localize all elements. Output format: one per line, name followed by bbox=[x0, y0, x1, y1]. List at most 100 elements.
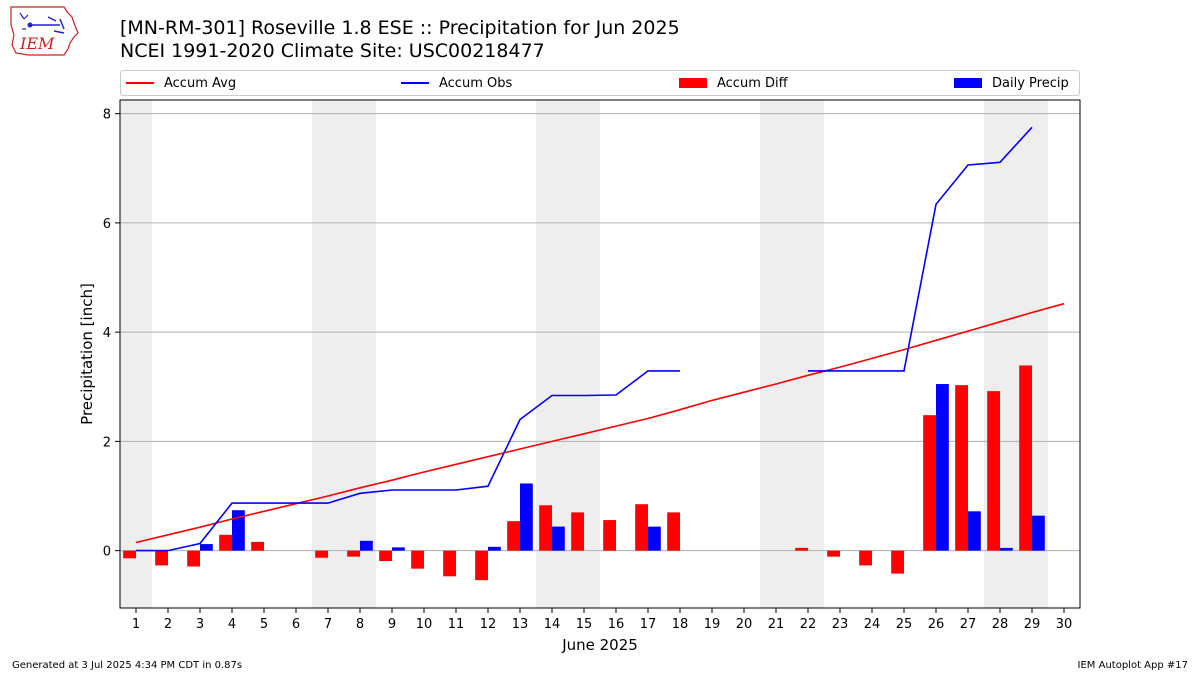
daily-precip-bar bbox=[552, 526, 565, 551]
accum-diff-bar bbox=[795, 547, 808, 551]
accum-avg-line bbox=[135, 302, 1065, 544]
accum-diff-bar bbox=[635, 504, 648, 551]
y-tick-label: 6 bbox=[103, 217, 111, 232]
accum-diff-bar bbox=[923, 415, 936, 551]
daily-precip-bar bbox=[1032, 515, 1045, 551]
accum-diff-bar bbox=[155, 550, 168, 566]
daily-precip-bar bbox=[968, 511, 981, 551]
x-tick-label: 15 bbox=[576, 617, 593, 632]
accum-diff-bar bbox=[507, 521, 520, 551]
legend-swatch bbox=[679, 78, 707, 88]
x-tick-label: 6 bbox=[292, 617, 300, 632]
accum-diff-bar bbox=[251, 541, 264, 551]
x-tick-label: 17 bbox=[640, 617, 657, 632]
weekend-band bbox=[120, 100, 152, 608]
y-tick-label: 4 bbox=[103, 326, 111, 341]
x-axis-label: June 2025 bbox=[561, 636, 638, 654]
legend-label: Accum Diff bbox=[717, 75, 788, 91]
accum-diff-bar bbox=[1019, 365, 1032, 551]
x-tick-label: 22 bbox=[800, 617, 817, 632]
accum-diff-bar bbox=[123, 550, 136, 559]
accum-diff-bar bbox=[571, 512, 584, 551]
accum-diff-bar bbox=[859, 550, 872, 566]
x-tick-label: 7 bbox=[324, 617, 332, 632]
daily-precip-bar bbox=[232, 510, 245, 551]
chart-subtitle: NCEI 1991-2020 Climate Site: USC00218477 bbox=[120, 40, 545, 62]
x-tick-label: 13 bbox=[512, 617, 529, 632]
x-tick-label: 8 bbox=[356, 617, 364, 632]
x-tick-label: 18 bbox=[672, 617, 689, 632]
accum-diff-bar bbox=[443, 550, 456, 577]
daily-precip-bar bbox=[520, 483, 533, 551]
accum-diff-bar bbox=[315, 550, 328, 558]
x-tick-label: 27 bbox=[960, 617, 977, 632]
daily-precip-bar bbox=[360, 540, 373, 551]
x-tick-label: 5 bbox=[260, 617, 268, 632]
x-tick-label: 25 bbox=[896, 617, 913, 632]
accum-diff-bar bbox=[379, 550, 392, 562]
x-tick-label: 14 bbox=[544, 617, 561, 632]
legend-item-daily-precip: Daily Precip bbox=[954, 71, 1069, 95]
accum-diff-bar bbox=[219, 534, 232, 551]
y-tick-label: 8 bbox=[103, 108, 111, 123]
accum-diff-bar bbox=[539, 505, 552, 551]
x-tick-label: 24 bbox=[864, 617, 881, 632]
x-tick-label: 26 bbox=[928, 617, 945, 632]
legend-swatch bbox=[126, 82, 154, 84]
legend-label: Accum Obs bbox=[439, 75, 513, 91]
chart-title: [MN-RM-301] Roseville 1.8 ESE :: Precipi… bbox=[120, 17, 680, 39]
legend-swatch bbox=[401, 82, 429, 84]
x-tick-label: 29 bbox=[1024, 617, 1041, 632]
x-tick-label: 20 bbox=[736, 617, 753, 632]
daily-precip-bar bbox=[936, 384, 949, 551]
y-axis-label: Precipitation [inch] bbox=[78, 283, 96, 425]
daily-precip-bar bbox=[1000, 547, 1013, 551]
daily-precip-bar bbox=[392, 547, 405, 551]
accum-diff-bar bbox=[347, 550, 360, 557]
x-tick-label: 10 bbox=[416, 617, 433, 632]
accum-obs-line bbox=[136, 126, 1033, 552]
x-tick-label: 28 bbox=[992, 617, 1009, 632]
accum-diff-bar bbox=[987, 391, 1000, 551]
accum-diff-bar bbox=[955, 385, 968, 551]
x-tick-label: 9 bbox=[388, 617, 396, 632]
legend-item-accum-obs: Accum Obs bbox=[401, 71, 512, 95]
y-tick-label: 0 bbox=[103, 545, 111, 560]
footer-app: IEM Autoplot App #17 bbox=[1077, 660, 1188, 671]
accum-diff-bar bbox=[411, 550, 424, 569]
legend-item-accum-diff: Accum Diff bbox=[679, 71, 788, 95]
footer-generated: Generated at 3 Jul 2025 4:34 PM CDT in 0… bbox=[12, 660, 243, 671]
weekend-band bbox=[760, 100, 824, 608]
x-tick-label: 16 bbox=[608, 617, 625, 632]
svg-text:IEM: IEM bbox=[19, 34, 55, 53]
daily-precip-bar bbox=[648, 526, 661, 551]
iem-logo: IEM bbox=[8, 5, 80, 63]
accum-diff-bar bbox=[475, 550, 488, 581]
legend-item-accum-avg: Accum Avg bbox=[126, 71, 236, 95]
legend: Accum Avg Accum Obs Accum Diff Daily Pre… bbox=[120, 70, 1080, 96]
accum-diff-bar bbox=[667, 512, 680, 551]
accum-diff-bar bbox=[187, 550, 200, 567]
x-tick-label: 11 bbox=[448, 617, 465, 632]
legend-swatch bbox=[954, 78, 982, 88]
x-tick-label: 3 bbox=[196, 617, 204, 632]
plot-frame bbox=[119, 99, 1081, 609]
legend-label: Daily Precip bbox=[992, 75, 1069, 91]
x-tick-label: 4 bbox=[228, 617, 236, 632]
x-tick-label: 1 bbox=[132, 617, 140, 632]
legend-label: Accum Avg bbox=[164, 75, 237, 91]
x-tick-label: 21 bbox=[768, 617, 785, 632]
x-tick-label: 12 bbox=[480, 617, 497, 632]
daily-precip-bar bbox=[488, 546, 501, 551]
x-tick-label: 2 bbox=[164, 617, 172, 632]
x-tick-label: 19 bbox=[704, 617, 721, 632]
accum-diff-bar bbox=[827, 550, 840, 557]
x-tick-label: 23 bbox=[832, 617, 849, 632]
y-tick-label: 2 bbox=[103, 435, 111, 450]
accum-diff-bar bbox=[603, 520, 616, 551]
x-tick-label: 30 bbox=[1056, 617, 1073, 632]
accum-diff-bar bbox=[891, 550, 904, 574]
daily-precip-bar bbox=[200, 544, 213, 551]
weekend-band bbox=[312, 100, 376, 608]
